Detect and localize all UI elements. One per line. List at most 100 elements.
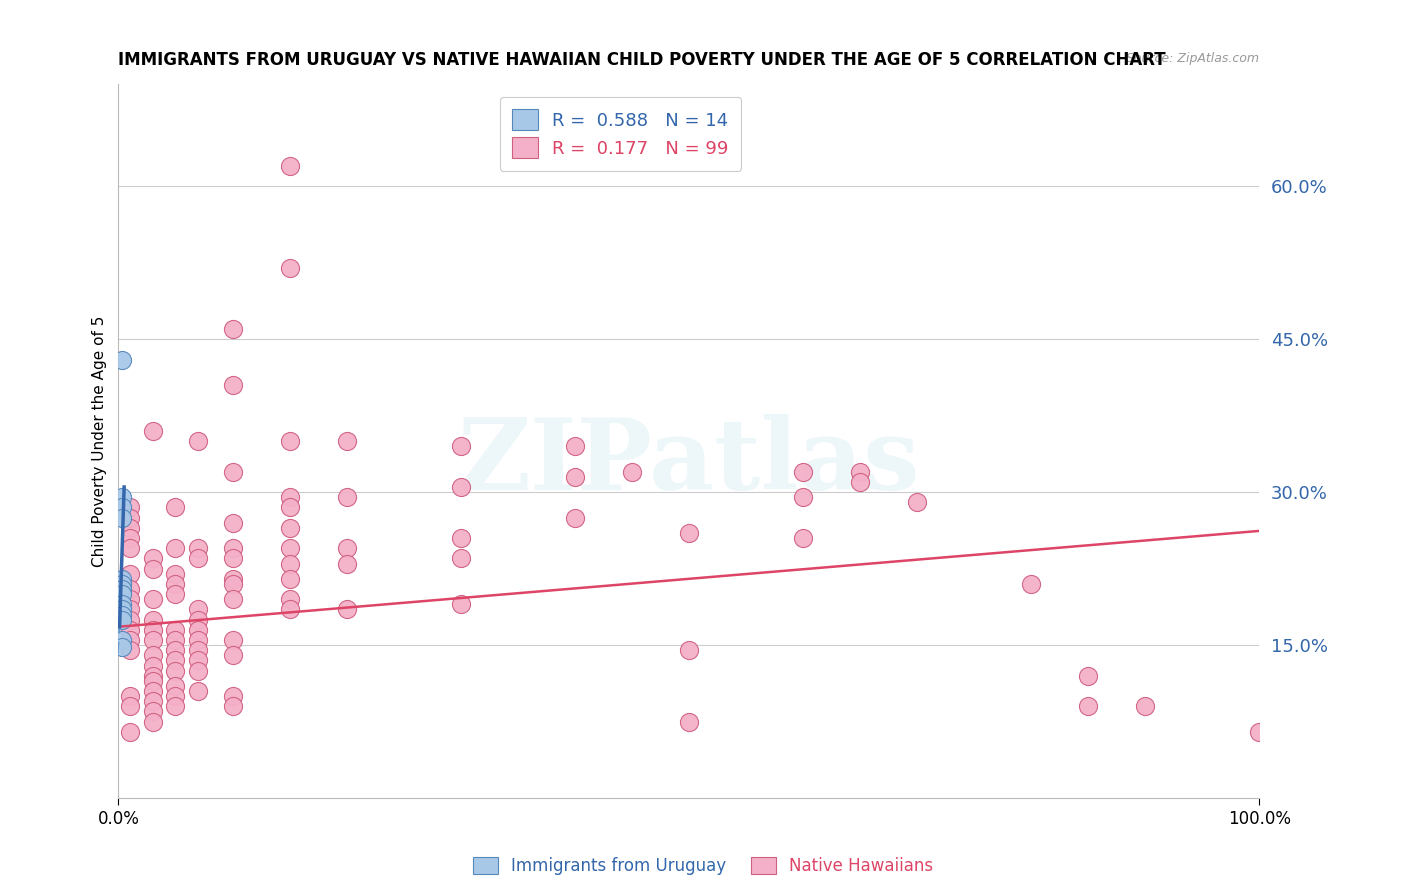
Point — [118, 510, 141, 524]
Point — [142, 684, 165, 698]
Point — [221, 465, 243, 479]
Point — [165, 679, 187, 693]
Point — [118, 582, 141, 596]
Point — [118, 541, 141, 556]
Point — [278, 557, 301, 571]
Point — [336, 490, 359, 504]
Point — [165, 500, 187, 515]
Point — [142, 705, 165, 719]
Point — [221, 633, 243, 648]
Point — [450, 598, 472, 612]
Point — [165, 566, 187, 581]
Point — [142, 613, 165, 627]
Point — [221, 516, 243, 530]
Point — [278, 541, 301, 556]
Point — [187, 633, 209, 648]
Point — [118, 566, 141, 581]
Point — [111, 582, 134, 596]
Point — [221, 592, 243, 607]
Point — [111, 587, 134, 601]
Point — [165, 689, 187, 703]
Point — [118, 689, 141, 703]
Point — [221, 699, 243, 714]
Point — [187, 664, 209, 678]
Point — [564, 470, 586, 484]
Point — [221, 541, 243, 556]
Point — [111, 640, 134, 655]
Text: IMMIGRANTS FROM URUGUAY VS NATIVE HAWAIIAN CHILD POVERTY UNDER THE AGE OF 5 CORR: IMMIGRANTS FROM URUGUAY VS NATIVE HAWAII… — [118, 51, 1166, 69]
Point — [1077, 669, 1099, 683]
Point — [450, 439, 472, 453]
Point — [221, 322, 243, 336]
Point — [142, 658, 165, 673]
Point — [1019, 577, 1042, 591]
Point — [111, 607, 134, 622]
Point — [111, 510, 134, 524]
Point — [111, 613, 134, 627]
Point — [142, 551, 165, 566]
Point — [111, 602, 134, 616]
Point — [336, 541, 359, 556]
Point — [165, 664, 187, 678]
Point — [450, 480, 472, 494]
Point — [278, 592, 301, 607]
Point — [142, 694, 165, 708]
Point — [165, 541, 187, 556]
Point — [564, 510, 586, 524]
Point — [336, 434, 359, 449]
Point — [849, 465, 872, 479]
Legend: R =  0.588   N = 14, R =  0.177   N = 99: R = 0.588 N = 14, R = 0.177 N = 99 — [499, 96, 741, 171]
Point — [142, 633, 165, 648]
Point — [450, 551, 472, 566]
Point — [678, 714, 700, 729]
Point — [221, 378, 243, 392]
Point — [187, 434, 209, 449]
Point — [165, 623, 187, 637]
Point — [142, 673, 165, 688]
Point — [278, 434, 301, 449]
Point — [165, 587, 187, 601]
Point — [142, 714, 165, 729]
Point — [111, 352, 134, 367]
Point — [111, 500, 134, 515]
Point — [165, 699, 187, 714]
Point — [165, 577, 187, 591]
Point — [118, 724, 141, 739]
Point — [221, 577, 243, 591]
Point — [187, 602, 209, 616]
Point — [118, 623, 141, 637]
Point — [1249, 724, 1271, 739]
Point — [142, 592, 165, 607]
Point — [187, 551, 209, 566]
Point — [142, 623, 165, 637]
Point — [221, 551, 243, 566]
Point — [142, 669, 165, 683]
Point — [187, 623, 209, 637]
Point — [849, 475, 872, 489]
Point — [118, 643, 141, 657]
Point — [187, 684, 209, 698]
Point — [118, 500, 141, 515]
Point — [187, 643, 209, 657]
Point — [678, 525, 700, 540]
Point — [221, 689, 243, 703]
Text: Source: ZipAtlas.com: Source: ZipAtlas.com — [1126, 52, 1260, 65]
Point — [118, 592, 141, 607]
Point — [187, 613, 209, 627]
Point — [564, 439, 586, 453]
Point — [278, 260, 301, 275]
Point — [165, 643, 187, 657]
Point — [905, 495, 928, 509]
Point — [118, 613, 141, 627]
Point — [1077, 699, 1099, 714]
Point — [118, 602, 141, 616]
Y-axis label: Child Poverty Under the Age of 5: Child Poverty Under the Age of 5 — [93, 316, 107, 566]
Point — [278, 572, 301, 586]
Point — [278, 521, 301, 535]
Point — [792, 490, 814, 504]
Point — [792, 531, 814, 545]
Point — [111, 490, 134, 504]
Point — [336, 602, 359, 616]
Point — [278, 159, 301, 173]
Point — [278, 490, 301, 504]
